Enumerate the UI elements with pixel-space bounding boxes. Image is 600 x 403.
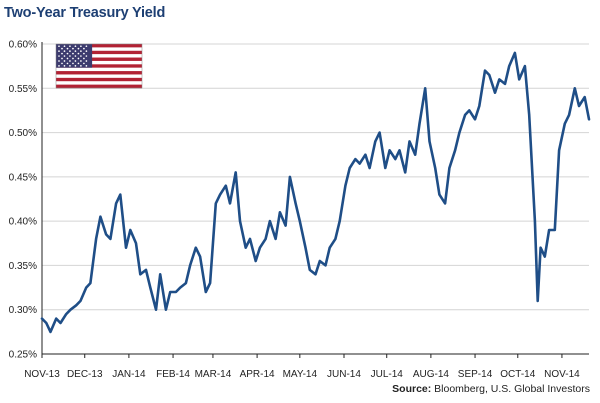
flag-star [77,52,80,55]
flag-canton [56,44,93,68]
flag-stripe [56,60,142,65]
flag-star [72,47,74,50]
flag-star [74,65,77,67]
flag-star [72,52,74,55]
flag-star [69,55,71,57]
x-tick-labels: NOV-13 DEC-13 JAN-14 FEB-14 MAR-14 APR-14 MAY-… [24,369,580,380]
x-tick-label: DEC-13 [67,369,103,380]
flag-star [77,47,80,50]
flag-star [58,50,60,52]
x-tick-label: OCT-14 [500,369,535,380]
us-flag-icon [55,43,143,89]
flag-star [80,65,82,67]
flag-star [69,45,71,48]
flag-stripe [56,84,142,89]
flag-star [83,57,85,60]
flag-stripe [56,64,142,68]
flag-star [58,60,60,62]
flag-border [55,43,143,89]
flag-star [63,55,66,57]
flag-star [80,55,82,57]
flag-star [69,65,71,67]
flag-star [69,50,71,52]
y-tick-label: 0.50% [9,128,37,139]
flag-star [85,60,88,62]
flag-star [74,55,77,57]
series-line-two-year-yield [40,51,591,334]
flag-star [83,47,85,50]
flag-star [63,65,66,67]
axes [41,42,589,358]
flag-star [63,45,66,48]
flag-star [66,57,69,60]
flag-star [58,65,60,67]
flag-stripe [56,77,142,82]
flag-star [85,65,88,67]
flag-star [66,52,69,55]
flag-stripe [56,50,142,55]
source-note: Source: Bloomberg, U.S. Global Investors [392,383,590,395]
y-tick-labels: 0.25% 0.30% 0.35% 0.40% 0.45% 0.50% 0.55% 0.60% [9,40,37,361]
y-tick-label: 0.45% [9,172,37,183]
flag-star [83,62,85,65]
flag-star [74,60,77,62]
x-tick-label: JUN-14 [327,369,361,380]
y-tick-label: 0.60% [9,40,37,51]
flag-stripe [56,71,142,75]
flag-star [61,52,63,55]
flag-star [80,60,82,62]
flag-stripe [56,47,142,51]
flag-star [61,57,63,60]
flag-star [83,52,85,55]
y-tick-label: 0.25% [9,350,37,361]
flag-star [61,47,63,50]
source-label: Source: [392,383,432,395]
grid [42,43,589,311]
flag-star [74,50,77,52]
x-tick-label: APR-14 [240,369,275,380]
flag-stripe [56,54,142,58]
flag-star [80,50,82,52]
flag-star [61,62,63,65]
x-tick-label: MAR-14 [195,369,232,380]
y-tick-label: 0.40% [9,217,37,228]
x-tick-label: SEP-14 [458,369,493,380]
chart-title: Two-Year Treasury Yield [4,5,166,21]
flag-stripe [56,57,142,62]
x-tick-label: NOV-13 [24,369,60,380]
x-tick-label: AUG-14 [413,369,450,380]
flag-star [69,60,71,62]
flag-stripe [56,44,142,48]
flag-star [58,45,60,48]
flag-star [85,45,88,48]
flag-stripe [56,74,142,79]
y-tick-label: 0.30% [9,305,37,316]
flag-star [80,45,82,48]
x-tick-label: JUL-14 [371,369,404,380]
flag-star [72,57,74,60]
x-tick-label: MAY-14 [283,369,318,380]
x-tick-label: FEB-14 [156,369,190,380]
y-tick-label: 0.55% [9,84,37,95]
flag-star [58,55,60,57]
flag-star [77,57,80,60]
x-tick-label: JAN-14 [112,369,146,380]
flag-star [85,50,88,52]
flag-star [85,55,88,57]
flag-stripe [56,81,142,85]
flag-stripe [56,67,142,72]
flag-star [77,62,80,65]
flag-star [63,50,66,52]
flag-star [66,47,69,50]
y-tick-label: 0.35% [9,261,37,272]
flag-star [72,62,74,65]
flag-star [74,45,77,48]
flag-star [63,60,66,62]
source-text: Bloomberg, U.S. Global Investors [434,383,590,395]
flag-star [66,62,69,65]
x-tick-label: NOV-14 [544,369,580,380]
